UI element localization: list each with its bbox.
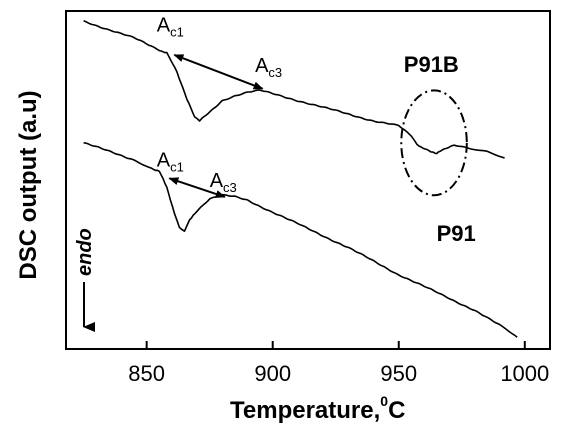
series-line-p91b: [83, 20, 505, 159]
series-label: P91B: [404, 52, 459, 77]
transition-label: Ac1: [157, 149, 184, 174]
x-axis-label-text: Temperature,: [230, 397, 380, 424]
x-axis-label: Temperature,0C: [230, 393, 405, 424]
x-tick-label: 1000: [500, 361, 549, 386]
endo-label: endo: [74, 228, 96, 276]
y-axis-label: DSC output (a.u): [15, 90, 42, 279]
x-axis-label-unit: C: [388, 397, 405, 424]
transition-label: Ac1: [157, 14, 184, 39]
highlight-ellipse: [400, 89, 468, 197]
x-axis-label-sup: 0: [380, 393, 388, 409]
series-layer: [83, 20, 518, 338]
series-line-p91: [83, 142, 518, 338]
transition-range-arrow: [168, 177, 226, 198]
transition-label: Ac3: [255, 55, 282, 80]
transition-range-arrow: [173, 54, 264, 90]
transition-label: Ac3: [210, 170, 237, 195]
x-axis-ticks: 850 900 950 1000: [128, 341, 549, 386]
plot-frame: [65, 10, 551, 350]
annotation-layer: P91B P91 Ac1 Ac3 Ac1 Ac3: [157, 14, 476, 246]
x-tick-label: 950: [380, 361, 417, 386]
series-label: P91: [437, 221, 476, 246]
x-tick-label: 850: [128, 361, 165, 386]
x-tick-label: 900: [254, 361, 291, 386]
